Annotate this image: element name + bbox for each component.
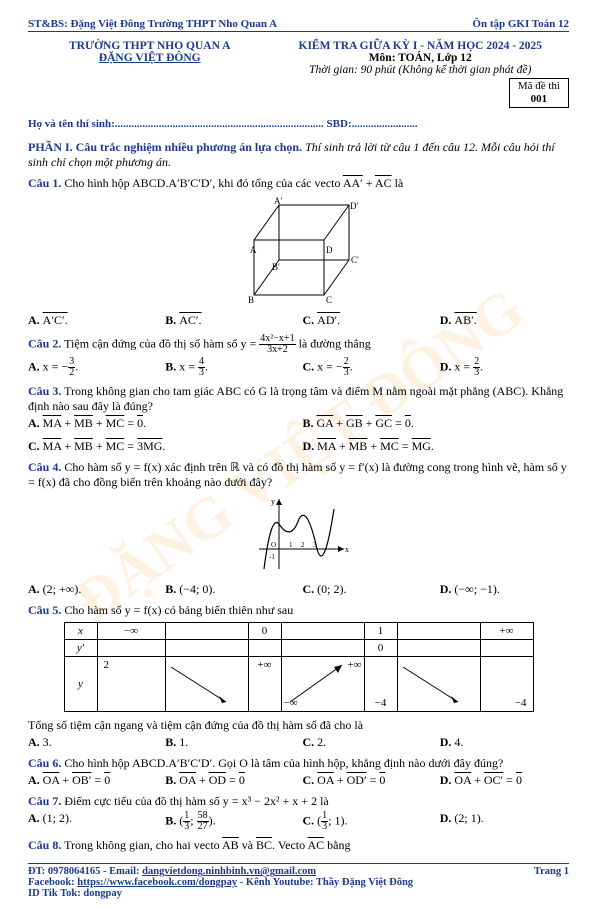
q5-conclude: Tổng số tiệm cận ngang và tiệm cận đứng … — [28, 718, 569, 733]
name-dots: ........................................… — [115, 118, 324, 130]
q6-opts: A. OA + OB′ = 0 B. OA + OD = 0 C. OA + O… — [28, 773, 569, 788]
page-num: Trang 1 — [534, 866, 569, 899]
q1-num: Câu 1. — [28, 176, 61, 190]
exam-title: KIỂM TRA GIỮA KỲ I - NĂM HỌC 2024 - 2025 — [271, 40, 569, 52]
svg-text:B′: B′ — [272, 262, 280, 272]
q6-num: Câu 6. — [28, 756, 61, 770]
q5-table: x −∞ 0 1 +∞ y′ 0 y 2 — [28, 622, 569, 712]
q2: Câu 2. Tiệm cận đứng của đồ thị số hàm s… — [28, 334, 569, 355]
school-name: TRƯỜNG THPT NHO QUAN A — [28, 40, 271, 52]
q1-v1: AA′ — [343, 176, 363, 190]
q7-text: Điểm cực tiểu của đồ thị hàm số y = x³ −… — [64, 794, 328, 808]
svg-text:A′: A′ — [274, 196, 282, 206]
code-value: 001 — [518, 93, 560, 106]
q1-C: AD′. — [317, 313, 340, 327]
q3-opts: A. MA + MB + MC = 0. B. GA + GB + GC = 0… — [28, 416, 569, 454]
svg-text:D: D — [326, 245, 333, 255]
q1-text2: là — [395, 176, 404, 190]
svg-text:x: x — [345, 545, 349, 554]
svg-text:2: 2 — [301, 541, 305, 549]
q5-num: Câu 5. — [28, 603, 61, 617]
code-label: Mã đề thi — [518, 80, 560, 93]
q4-graph: x y 123 -1O — [28, 494, 569, 578]
topbar-left: ST&BS: Đặng Việt Đông Trường THPT Nho Qu… — [28, 18, 277, 30]
q1-opts: A. A′C′. B. AC′. C. AD′. D. AB′. — [28, 313, 569, 328]
q7: Câu 7. Điểm cực tiểu của đồ thị hàm số y… — [28, 794, 569, 809]
svg-text:B: B — [248, 295, 254, 305]
q3-num: Câu 3. — [28, 384, 61, 398]
q1-D: AB′. — [454, 313, 476, 327]
sbd-label: SBD: — [327, 118, 352, 130]
svg-text:-1: -1 — [269, 553, 275, 561]
q1-v2: AC — [375, 176, 392, 190]
q2-num: Câu 2. — [28, 337, 61, 351]
q6-text: Cho hình hộp ABCD.A′B′C′D′. Gọi O là tâm… — [64, 756, 503, 770]
top-bar: ST&BS: Đặng Việt Đông Trường THPT Nho Qu… — [28, 18, 569, 32]
svg-text:C′: C′ — [351, 255, 359, 265]
q4-opts: A. (2; +∞). B. (−4; 0). C. (0; 2). D. (−… — [28, 582, 569, 597]
svg-text:y: y — [271, 497, 275, 506]
header: TRƯỜNG THPT NHO QUAN A ĐẶNG VIỆT ĐÔNG KI… — [28, 40, 569, 108]
q7-opts: A. (1; 2). B. (13; 5827). C. (13; 1). D.… — [28, 811, 569, 832]
q1-plus: + — [366, 176, 375, 190]
q7-num: Câu 7. — [28, 794, 61, 808]
time-note: Thời gian: 90 phút (Không kể thời gian p… — [271, 64, 569, 76]
svg-text:D′: D′ — [350, 201, 358, 211]
q4-num: Câu 4. — [28, 460, 61, 474]
q1-A: A′C′. — [43, 313, 68, 327]
part1-heading: PHẦN I. Câu trắc nghiệm nhiều phương án … — [28, 140, 569, 170]
name-label: Họ và tên thí sinh: — [28, 118, 115, 130]
cube-figure: A D B C A′ D′ B′ C′ — [28, 195, 569, 309]
svg-text:C: C — [326, 295, 332, 305]
q8-num: Câu 8. — [28, 838, 61, 852]
svg-text:1: 1 — [289, 541, 293, 549]
q1-text1: Cho hình hộp ABCD.A′B′C′D′, khi đó tổng … — [64, 176, 342, 190]
q5-opts: A. 3. B. 1. C. 2. D. 4. — [28, 735, 569, 750]
q3-text: Trong không gian cho tam giác ABC có G l… — [28, 384, 563, 413]
footer: ĐT: 0978064165 - Email: dangvietdong.nin… — [28, 863, 569, 899]
name-line: Họ và tên thí sinh:.....................… — [28, 118, 569, 130]
q5-text: Cho hàm số y = f(x) có bảng biến thiên n… — [64, 603, 293, 617]
exam-code-box: Mã đề thi 001 — [509, 78, 569, 108]
q2-text: Tiệm cận đứng của đồ thị số hàm số y = — [64, 337, 259, 351]
author-name: ĐẶNG VIỆT ĐÔNG — [28, 52, 271, 64]
email-link[interactable]: dangvietdong.ninhbinh.vn@gmail.com — [142, 866, 316, 877]
q6: Câu 6. Cho hình hộp ABCD.A′B′C′D′. Gọi O… — [28, 756, 569, 771]
q2-text2: là đường thẳng — [299, 337, 371, 351]
q1: Câu 1. Cho hình hộp ABCD.A′B′C′D′, khi đ… — [28, 176, 569, 191]
svg-text:O: O — [271, 541, 276, 549]
q4: Câu 4. Cho hàm số y = f(x) xác định trên… — [28, 460, 569, 490]
q8: Câu 8. Trong không gian, cho hai vecto A… — [28, 838, 569, 853]
q2-opts: A. x = −32. B. x = 43. C. x = −23. D. x … — [28, 357, 569, 378]
svg-text:A: A — [250, 245, 257, 255]
part1-title: PHẦN I. Câu trắc nghiệm nhiều phương án … — [28, 140, 302, 154]
tiktok-id: ID Tik Tok: dongpay — [28, 888, 413, 899]
q3: Câu 3. Trong không gian cho tam giác ABC… — [28, 384, 569, 414]
q5: Câu 5. Cho hàm số y = f(x) có bảng biến … — [28, 603, 569, 618]
q4-text: Cho hàm số y = f(x) xác định trên ℝ và c… — [28, 460, 567, 489]
topbar-right: Ôn tập GKI Toán 12 — [472, 18, 569, 30]
subject: Môn: TOÁN, Lớp 12 — [271, 52, 569, 64]
q1-B: AC′. — [179, 313, 201, 327]
fb-link[interactable]: https://www.facebook.com/dongpay — [77, 877, 237, 888]
